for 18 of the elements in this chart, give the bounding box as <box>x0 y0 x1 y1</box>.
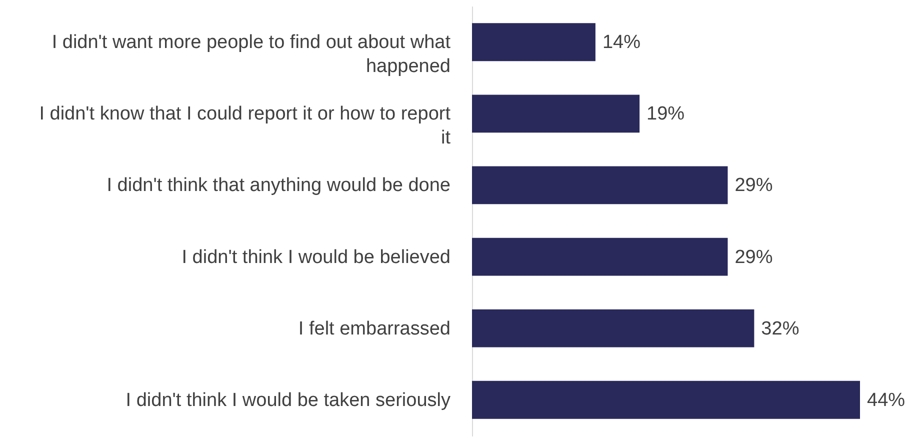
y-tick-label: I didn't think I would be believed <box>182 246 450 268</box>
data-label: 44% <box>867 390 906 411</box>
data-label: 29% <box>734 246 773 268</box>
data-label: 19% <box>646 104 685 125</box>
data-label: 32% <box>761 318 800 340</box>
data-label: 29% <box>734 175 773 196</box>
bar <box>472 166 728 204</box>
y-tick-label: I felt embarrassed <box>298 318 450 340</box>
bar <box>472 380 860 419</box>
y-tick-label: I didn't know that I could report it or how to report it <box>39 104 452 149</box>
y-tick-label: I didn't think I would be taken seriously <box>126 390 451 411</box>
bar <box>472 238 728 276</box>
y-tick-label: I didn't want more people to find out about what happened <box>52 32 452 78</box>
bar <box>472 309 754 348</box>
y-tick-label: I didn't think that anything would be done <box>106 175 450 196</box>
bar <box>472 23 596 62</box>
bar <box>472 94 640 133</box>
data-label: 14% <box>602 32 641 54</box>
